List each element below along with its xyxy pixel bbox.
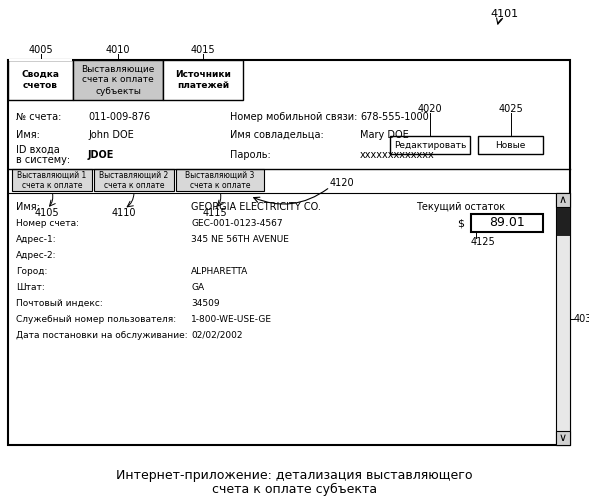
Text: 4101: 4101 — [490, 9, 518, 19]
Text: 4105: 4105 — [35, 208, 59, 218]
Bar — [478, 136, 543, 154]
Text: Служебный номер пользователя:: Служебный номер пользователя: — [16, 314, 176, 324]
Text: Имя:: Имя: — [16, 202, 40, 212]
Bar — [471, 214, 543, 232]
Bar — [8, 60, 570, 445]
Text: 4025: 4025 — [498, 104, 523, 114]
Text: счета к оплате субъекта: счета к оплате субъекта — [212, 482, 377, 496]
Text: $: $ — [458, 218, 465, 228]
Text: ∧: ∧ — [559, 195, 567, 205]
Bar — [556, 431, 570, 445]
Text: Дата постановки на обслуживание:: Дата постановки на обслуживание: — [16, 330, 188, 340]
Text: Текущий остаток: Текущий остаток — [416, 202, 505, 212]
Text: 4010: 4010 — [106, 45, 130, 55]
Text: Выставляющий 1
счета к оплате: Выставляющий 1 счета к оплате — [17, 170, 87, 190]
Text: Имя совладельца:: Имя совладельца: — [230, 130, 324, 140]
Text: 4115: 4115 — [203, 208, 227, 218]
Bar — [176, 169, 264, 191]
Text: 34509: 34509 — [191, 298, 220, 308]
Bar — [73, 60, 163, 100]
Bar — [390, 136, 470, 154]
Text: Интернет-приложение: детализация выставляющего: Интернет-приложение: детализация выставл… — [116, 468, 473, 481]
Text: Mary DOE: Mary DOE — [360, 130, 409, 140]
Text: 4120: 4120 — [330, 178, 355, 188]
Text: 4125: 4125 — [471, 237, 496, 247]
Text: Выставляющий 3
счета к оплате: Выставляющий 3 счета к оплате — [186, 170, 254, 190]
Bar — [163, 60, 243, 100]
Text: John DOE: John DOE — [88, 130, 134, 140]
Text: xxxxxxxxxxxxx: xxxxxxxxxxxxx — [360, 150, 435, 160]
Text: 89.01: 89.01 — [489, 216, 525, 230]
Text: ALPHARETTA: ALPHARETTA — [191, 266, 248, 276]
Text: JDOE: JDOE — [88, 150, 114, 160]
Bar — [556, 193, 570, 445]
Text: 4110: 4110 — [112, 208, 136, 218]
Text: ∨: ∨ — [559, 433, 567, 443]
Bar — [94, 169, 174, 191]
Text: Город:: Город: — [16, 266, 47, 276]
Text: Новые: Новые — [495, 140, 526, 149]
Text: Адрес-1:: Адрес-1: — [16, 234, 57, 244]
Text: 345 NE 56TH AVENUE: 345 NE 56TH AVENUE — [191, 234, 289, 244]
Bar — [556, 207, 570, 235]
Text: Выставляющие
счета к оплате
субъекты: Выставляющие счета к оплате субъекты — [81, 64, 155, 96]
Text: 011-009-876: 011-009-876 — [88, 112, 150, 122]
Bar — [556, 193, 570, 207]
Bar — [8, 60, 73, 100]
Text: № счета:: № счета: — [16, 112, 61, 122]
Text: Почтовый индекс:: Почтовый индекс: — [16, 298, 102, 308]
Text: Адрес-2:: Адрес-2: — [16, 250, 57, 260]
Text: 678-555-1000: 678-555-1000 — [360, 112, 429, 122]
Text: GEORGIA ELECTRICITY CO.: GEORGIA ELECTRICITY CO. — [191, 202, 321, 212]
Text: Имя:: Имя: — [16, 130, 40, 140]
Text: Сводка
счетов: Сводка счетов — [22, 70, 59, 90]
Text: Выставляющий 2
счета к оплате: Выставляющий 2 счета к оплате — [100, 170, 168, 190]
Text: в систему:: в систему: — [16, 155, 70, 165]
Text: ID входа: ID входа — [16, 145, 59, 155]
Text: 4005: 4005 — [28, 45, 53, 55]
Text: 4030: 4030 — [574, 314, 589, 324]
Bar — [9, 59, 72, 61]
Text: Источники
платежей: Источники платежей — [175, 70, 231, 90]
Text: 4020: 4020 — [418, 104, 442, 114]
Text: Номер счета:: Номер счета: — [16, 218, 79, 228]
Text: Номер мобильной связи:: Номер мобильной связи: — [230, 112, 358, 122]
Text: 4015: 4015 — [191, 45, 216, 55]
Bar — [12, 169, 92, 191]
Text: 02/02/2002: 02/02/2002 — [191, 330, 243, 340]
Text: Пароль:: Пароль: — [230, 150, 271, 160]
Text: Штат:: Штат: — [16, 282, 45, 292]
Text: Редактировать: Редактировать — [394, 140, 466, 149]
Text: GEC-001-0123-4567: GEC-001-0123-4567 — [191, 218, 283, 228]
Text: GA: GA — [191, 282, 204, 292]
Text: 1-800-WE-USE-GE: 1-800-WE-USE-GE — [191, 314, 272, 324]
